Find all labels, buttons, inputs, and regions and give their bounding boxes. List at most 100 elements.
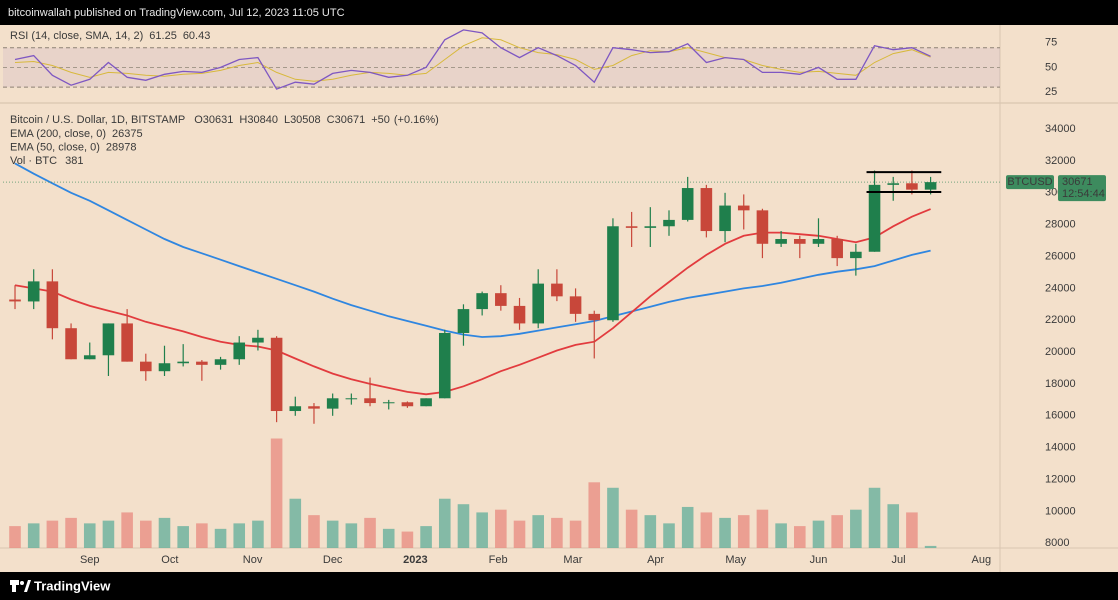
candle-body bbox=[775, 239, 787, 244]
volume-bar bbox=[457, 504, 470, 548]
y-tick-label: 34000 bbox=[1045, 123, 1076, 135]
candle-body bbox=[756, 210, 769, 244]
ema-legend-value: 28978 bbox=[106, 141, 137, 153]
x-tick-label: Apr bbox=[647, 554, 664, 566]
header-text: bitcoinwallah published on TradingView.c… bbox=[8, 7, 345, 19]
y-tick-label: 75 bbox=[1045, 37, 1057, 49]
ema-legend-value: 26375 bbox=[112, 128, 143, 140]
symbol-tag-text: BTCUSD bbox=[1007, 176, 1052, 188]
candle-body bbox=[700, 188, 713, 232]
candle-body bbox=[46, 281, 59, 329]
volume-bar bbox=[924, 545, 937, 548]
volume-bar bbox=[102, 520, 115, 548]
tradingview-logo: TradingView bbox=[10, 578, 111, 593]
x-tick-label: Aug bbox=[972, 554, 992, 566]
symbol-tag bbox=[1006, 175, 1054, 190]
volume-bar bbox=[906, 512, 918, 548]
rsi-legend-value: 61.25 bbox=[149, 30, 177, 42]
y-tick-label: 28000 bbox=[1045, 219, 1076, 231]
candle-body bbox=[270, 337, 283, 412]
volume-legend-value: 381 bbox=[65, 155, 83, 167]
logo-shape bbox=[24, 580, 31, 592]
volume-bar bbox=[252, 520, 264, 548]
y-tick-label: 18000 bbox=[1045, 378, 1076, 390]
candle-body bbox=[532, 283, 544, 324]
ema-legend-name: EMA (50, close, 0) bbox=[10, 141, 100, 153]
price-legend-title: Bitcoin / U.S. Dollar, 1D, BITSTAMP bbox=[10, 114, 185, 126]
volume-bar bbox=[121, 512, 133, 548]
y-tick-label: 20000 bbox=[1045, 346, 1076, 358]
candle-body bbox=[27, 281, 40, 302]
candle-body bbox=[9, 299, 21, 302]
volume-bar bbox=[887, 504, 900, 548]
candle-body bbox=[177, 361, 189, 364]
volume-bar bbox=[83, 523, 96, 548]
candle-body bbox=[737, 205, 750, 211]
candle-body bbox=[551, 283, 563, 297]
candle-body bbox=[812, 239, 825, 244]
rsi-pane: 25 50 75 bbox=[3, 29, 1057, 98]
x-tick-label: Dec bbox=[323, 554, 343, 566]
volume-bar bbox=[569, 520, 582, 548]
candle-body bbox=[681, 188, 694, 220]
ohlc-value: 30671 bbox=[335, 114, 366, 126]
candle-body bbox=[214, 359, 227, 365]
candle-body bbox=[719, 205, 731, 232]
ohlc-letter: C bbox=[327, 114, 335, 126]
candle-body bbox=[65, 328, 77, 360]
candle-body bbox=[887, 183, 900, 185]
volume-bar bbox=[850, 509, 862, 548]
volume-bar bbox=[737, 515, 750, 548]
volume-bar bbox=[27, 523, 40, 548]
volume-bar bbox=[719, 517, 731, 548]
candle-body bbox=[345, 398, 358, 400]
x-tick-label: Mar bbox=[563, 554, 582, 566]
candle-body bbox=[794, 239, 806, 244]
volume-bar bbox=[700, 512, 713, 548]
y-tick-label: 10000 bbox=[1045, 505, 1076, 517]
y-tick-label: 16000 bbox=[1045, 410, 1076, 422]
legends: RSI (14, close, SMA, 14, 2) 61.25 60.43 Bit… bbox=[10, 30, 439, 167]
y-tick-label: 8000 bbox=[1045, 537, 1069, 549]
ohlc-value: 30631 bbox=[203, 114, 234, 126]
volume-bar bbox=[177, 526, 189, 548]
volume-bar bbox=[382, 528, 395, 548]
volume-legend-name: Vol · BTC bbox=[10, 155, 57, 167]
candle-body bbox=[495, 293, 507, 306]
y-tick-label: 22000 bbox=[1045, 314, 1076, 326]
candle-body bbox=[438, 332, 451, 399]
y-tick-label: 25 bbox=[1045, 86, 1057, 98]
footer-logo-text: TradingView bbox=[34, 578, 111, 593]
volume-bar bbox=[495, 509, 507, 548]
volume-bar bbox=[644, 515, 657, 548]
change-percent: (+0.16%) bbox=[394, 114, 439, 126]
candle-body bbox=[644, 226, 657, 228]
candle-body bbox=[663, 219, 675, 227]
candle-body bbox=[289, 406, 302, 412]
price-tag-value: 30671 bbox=[1062, 176, 1093, 188]
volume-bar bbox=[308, 515, 320, 548]
rsi-legend-value: 60.43 bbox=[183, 30, 211, 42]
volume-bar bbox=[140, 520, 152, 548]
candle-body bbox=[382, 402, 395, 404]
x-tick-label: Oct bbox=[161, 554, 178, 566]
header-bar bbox=[0, 0, 1118, 25]
price-pane: 8000 10000 12000 14000 16000 18000 20000 22000 2… bbox=[3, 123, 1106, 566]
volume-bar bbox=[233, 523, 246, 548]
candle-body bbox=[513, 305, 526, 324]
ema-legend-name: EMA (200, close, 0) bbox=[10, 128, 106, 140]
volume-bar bbox=[476, 512, 488, 548]
y-tick-label: 26000 bbox=[1045, 250, 1076, 262]
volume-bar bbox=[438, 498, 451, 548]
volume-bar bbox=[756, 509, 769, 548]
ohlc-value: 30840 bbox=[247, 114, 278, 126]
volume-bar bbox=[65, 517, 77, 548]
candle-body bbox=[868, 184, 881, 252]
ohlc-letter: O bbox=[194, 114, 203, 126]
candle-body bbox=[140, 361, 152, 372]
x-tick-label: Feb bbox=[489, 554, 508, 566]
x-tick-label: Jun bbox=[810, 554, 828, 566]
volume-bar bbox=[214, 528, 227, 548]
volume-bar bbox=[513, 520, 526, 548]
